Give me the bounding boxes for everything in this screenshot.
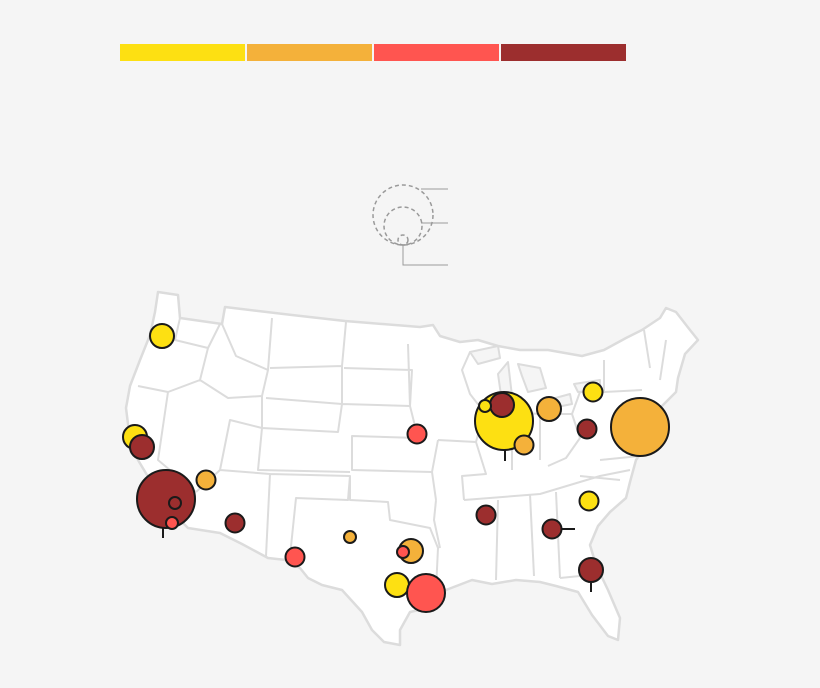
marker-houston[interactable] <box>406 573 446 613</box>
color-scale-legend <box>120 44 626 61</box>
color-scale-segment-4 <box>501 44 626 61</box>
marker-dallas-inner[interactable] <box>396 545 410 559</box>
marker-austin[interactable] <box>384 572 410 598</box>
marker-kansas-city[interactable] <box>406 423 428 445</box>
size-key-legend <box>372 184 448 266</box>
size-key-medium-circle <box>383 206 423 246</box>
marker-los-angeles-inner-2[interactable] <box>165 516 179 530</box>
color-scale-segment-1 <box>120 44 245 61</box>
color-scale-segment-2 <box>247 44 372 61</box>
marker-new-york[interactable] <box>610 397 670 457</box>
city-markers <box>122 323 670 613</box>
size-key-guide-small <box>402 245 448 266</box>
marker-memphis[interactable] <box>475 504 497 526</box>
marker-midland[interactable] <box>343 530 357 544</box>
marker-san-francisco[interactable] <box>129 434 155 460</box>
size-key-large-circle <box>372 184 434 246</box>
marker-phoenix[interactable] <box>224 512 246 534</box>
marker-portland[interactable] <box>149 323 175 349</box>
marker-los-angeles-inner-1[interactable] <box>168 496 182 510</box>
marker-milwaukee[interactable] <box>489 392 515 418</box>
marker-orlando[interactable] <box>578 557 604 583</box>
marker-las-vegas[interactable] <box>195 469 217 491</box>
marker-rockford[interactable] <box>478 399 492 413</box>
marker-charlotte[interactable] <box>578 490 600 512</box>
marker-atlanta[interactable] <box>541 518 563 540</box>
marker-indianapolis[interactable] <box>513 434 535 456</box>
marker-el-paso[interactable] <box>284 546 306 568</box>
us-outline <box>124 290 700 647</box>
marker-buffalo[interactable] <box>582 381 604 403</box>
color-scale-segment-3 <box>374 44 499 61</box>
marker-los-angeles[interactable] <box>136 469 196 529</box>
us-map <box>124 290 700 647</box>
marker-pittsburgh[interactable] <box>576 418 598 440</box>
size-key-small-circle <box>397 234 409 246</box>
marker-detroit[interactable] <box>536 396 562 422</box>
